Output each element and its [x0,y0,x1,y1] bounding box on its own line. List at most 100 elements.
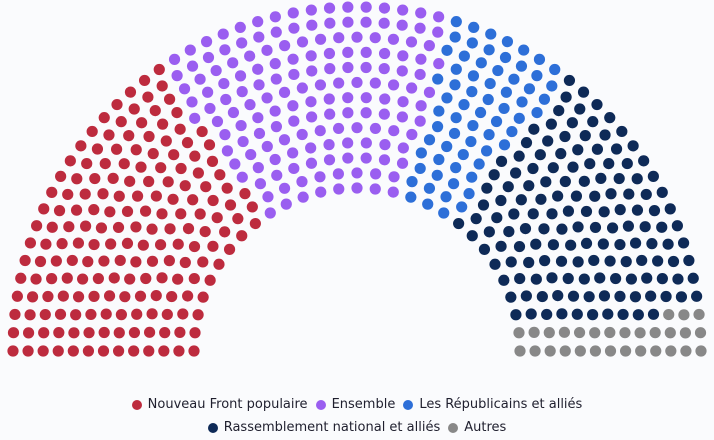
seat-dot [664,327,676,339]
seat-dot [636,254,648,267]
seat-dot [406,128,418,141]
seat-dot [538,223,550,235]
seat-dot [123,130,135,142]
seat-dot [207,194,219,207]
legend-label: Les Républicains et alliés [419,397,583,412]
seat-dot [305,157,318,169]
seat-dot [555,148,567,160]
seat-dot [188,345,200,357]
seat-dot [61,272,73,284]
seat-dot [360,152,372,164]
seat-dot [287,53,299,65]
seat-dot [83,327,95,339]
seat-dot [529,345,541,357]
seat-dot [288,162,300,175]
seat-dot [297,191,309,203]
seat-dot [26,291,39,303]
seat-dot [485,28,497,40]
seat-dot [478,243,491,255]
seat-dot [656,273,668,285]
seat-dot [531,70,543,82]
seat-dot [438,207,450,219]
seat-dot [314,171,326,183]
seat-dot [219,44,231,56]
seat-dot [56,238,68,250]
seat-dot [578,273,590,285]
seat-dot [37,345,49,357]
seat-dot [124,86,137,98]
seat-dot [333,32,345,44]
seat-dot [556,308,568,320]
seat-dot [100,308,112,320]
seat-dot [620,256,632,268]
seat-dot [149,104,161,117]
seat-dot [50,255,62,267]
seat-dot [146,308,158,320]
chart-legend: Nouveau Front populaire Ensemble Les Rép… [0,393,714,439]
seat-dot [24,237,37,249]
seat-dot [379,139,391,151]
seat-dot [323,2,336,14]
legend-label: Nouveau Front populaire [147,397,308,412]
seat-dot [396,111,408,123]
seat-dot [175,208,187,220]
seat-dot [695,345,707,357]
seat-dot [534,149,546,161]
seat-dot [463,188,475,200]
seat-dot [236,86,248,98]
seat-dot [495,194,507,207]
seat-dot [378,17,390,29]
seat-dot [164,223,176,235]
seat-dot [314,33,327,45]
legend-item-ensemble[interactable]: Ensemble [315,393,395,416]
seat-dot [175,162,187,175]
seat-dot [269,105,281,117]
seat-dot [118,158,130,170]
seat-dot [379,93,391,105]
seat-dot [441,44,453,56]
seat-dot [499,51,512,64]
seat-dot [567,161,579,173]
seat-dot [542,135,554,147]
seat-dot [546,208,558,220]
seat-dot [525,308,537,320]
seat-dot [515,60,528,72]
seat-dot [650,345,662,357]
seat-dot [572,221,584,233]
seat-dot [42,290,54,303]
seat-dot [324,63,336,75]
seat-dot [200,181,212,193]
seat-dot [640,188,652,201]
seat-dot [150,190,162,202]
seat-dot [604,345,617,357]
seat-dot [323,47,336,60]
seat-dot [432,73,444,85]
legend-item-nfp[interactable]: Nouveau Front populaire [131,393,308,416]
seat-dot [210,64,222,77]
seat-dot [77,273,89,285]
seat-dot [501,36,514,48]
legend-item-lr[interactable]: Les Républicains et alliés [403,393,582,416]
seat-dot [470,213,482,225]
seat-dot [574,345,586,357]
legend-item-autres[interactable]: Autres [448,416,506,439]
seat-dot [423,40,435,52]
seat-dot [513,327,525,339]
seat-dot [194,208,206,220]
seat-dot [378,154,391,166]
seat-dot [457,148,469,161]
seat-dot [296,82,308,94]
seat-dot [562,205,575,217]
seat-dot [138,74,151,87]
seat-dot [7,345,19,357]
seat-dot [433,58,445,70]
hemicycle-chart [7,1,707,357]
legend-item-rn[interactable]: Rassemblement national et alliés [207,416,440,439]
seat-dot [95,222,108,234]
seat-dot [174,123,186,135]
seat-dot [388,125,400,137]
seat-dot [492,64,504,77]
seat-dot [646,238,658,250]
seat-dot [75,140,87,152]
seat-dot [679,327,692,339]
